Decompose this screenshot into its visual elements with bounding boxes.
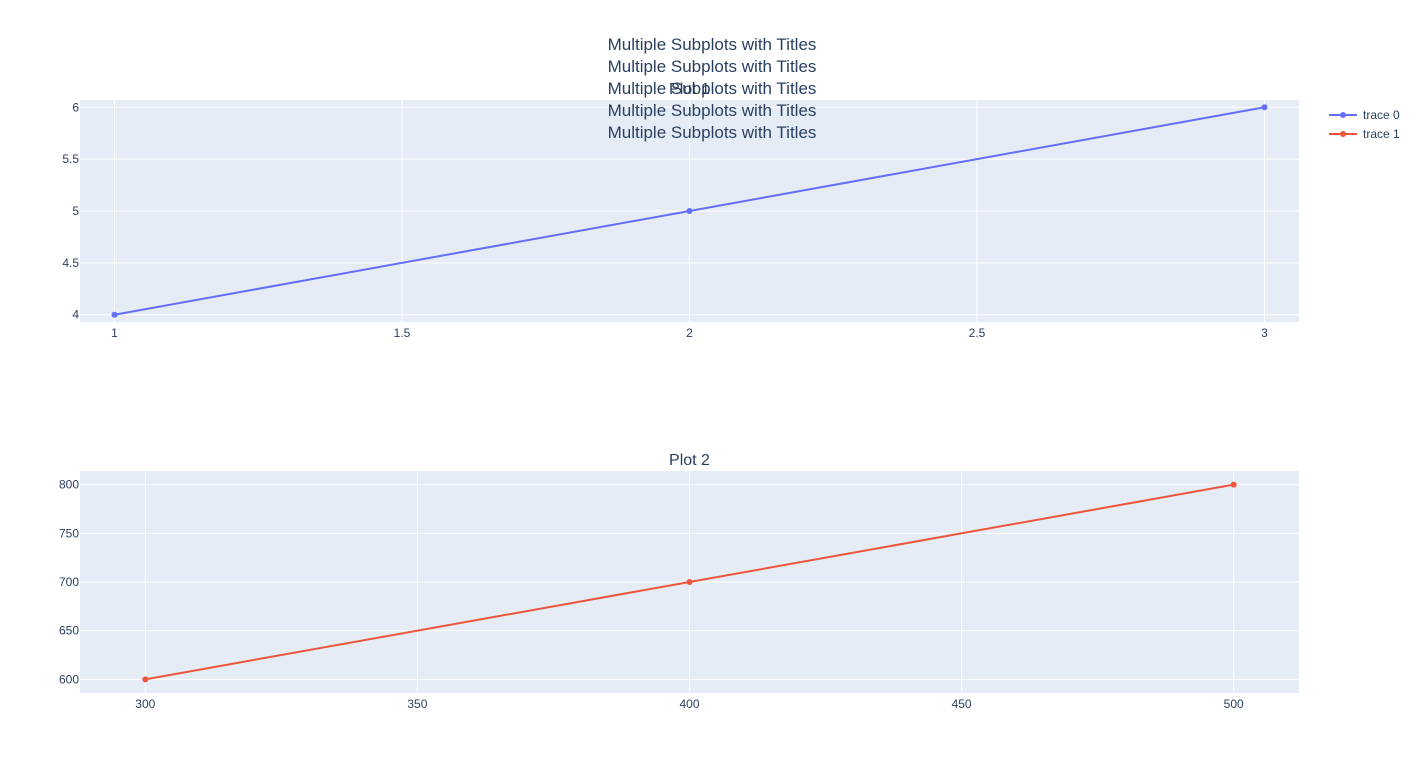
figure-title-line: Multiple Subplots with Titles bbox=[608, 79, 817, 98]
y-tick-label-2: 700 bbox=[59, 575, 79, 589]
x-tick-label-1: 2.5 bbox=[969, 326, 986, 340]
x-tick-label-2: 450 bbox=[952, 697, 972, 711]
data-point-trace-0 bbox=[1261, 104, 1268, 111]
figure-title-line: Multiple Subplots with Titles bbox=[608, 101, 817, 120]
legend-swatch-marker bbox=[1340, 131, 1346, 137]
data-point-trace-1 bbox=[1230, 481, 1237, 488]
data-point-trace-1 bbox=[142, 676, 149, 683]
y-tick-label-1: 5 bbox=[72, 204, 79, 218]
figure-title-line: Multiple Subplots with Titles bbox=[608, 123, 817, 142]
y-tick-label-2: 800 bbox=[59, 478, 79, 492]
y-tick-label-2: 600 bbox=[59, 672, 79, 686]
legend-swatch-marker bbox=[1340, 112, 1346, 118]
subplot-title-1: Plot 1 bbox=[669, 81, 710, 98]
x-tick-label-1: 2 bbox=[686, 326, 693, 340]
y-tick-label-1: 4.5 bbox=[62, 256, 79, 270]
x-tick-label-2: 300 bbox=[135, 697, 155, 711]
x-tick-label-1: 1 bbox=[111, 326, 118, 340]
y-tick-label-1: 5.5 bbox=[62, 152, 79, 166]
legend-label: trace 0 bbox=[1363, 108, 1400, 122]
legend-label: trace 1 bbox=[1363, 127, 1400, 141]
x-tick-label-2: 400 bbox=[679, 697, 699, 711]
x-tick-label-2: 500 bbox=[1224, 697, 1244, 711]
data-point-trace-0 bbox=[686, 208, 693, 214]
x-tick-label-1: 1.5 bbox=[394, 326, 411, 340]
figure-title-line: Multiple Subplots with Titles bbox=[608, 57, 817, 76]
y-tick-label-1: 4 bbox=[72, 308, 79, 322]
data-point-trace-1 bbox=[686, 579, 693, 585]
data-point-trace-0 bbox=[111, 311, 118, 318]
y-tick-label-1: 6 bbox=[72, 100, 79, 114]
figure-title-line: Multiple Subplots with Titles bbox=[608, 35, 817, 54]
y-tick-label-2: 750 bbox=[59, 526, 79, 540]
subplot-title-2: Plot 2 bbox=[669, 452, 710, 469]
x-tick-label-1: 3 bbox=[1261, 326, 1268, 340]
y-tick-label-2: 650 bbox=[59, 624, 79, 638]
x-tick-label-2: 350 bbox=[407, 697, 427, 711]
